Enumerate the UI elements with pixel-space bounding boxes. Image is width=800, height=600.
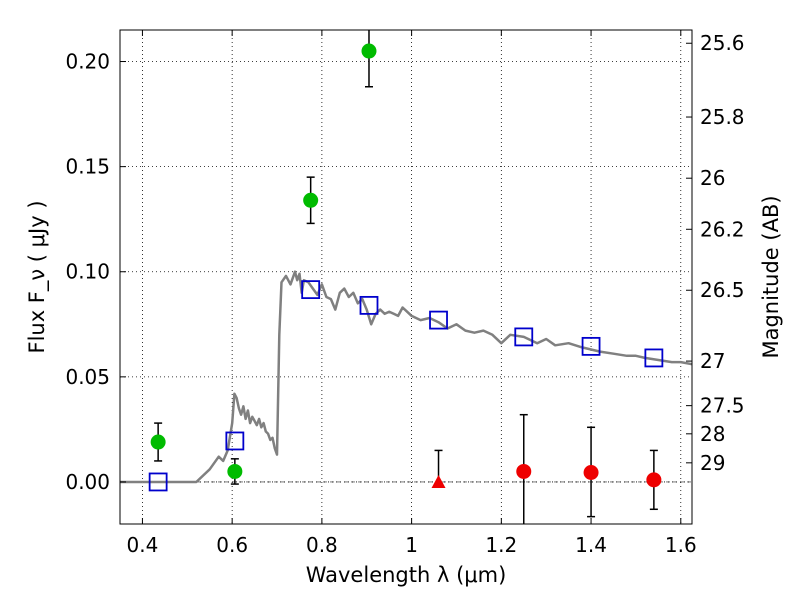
plot-area: [120, 30, 693, 524]
model-flux-square: [301, 280, 321, 300]
model-flux-square: [429, 310, 448, 330]
x-tick-label: 0.4: [127, 533, 159, 557]
right-axis-label: Magnitude (AB): [759, 195, 783, 358]
observed-flux-point: [516, 463, 532, 479]
model-flux-square: [148, 472, 168, 492]
y-tick-label: 0.05: [65, 365, 110, 389]
x-axis-label: Wavelength λ (μm): [306, 563, 507, 587]
grid-lines: [120, 30, 692, 524]
x-tick-label: 1: [405, 533, 418, 557]
y-tick-label: 0.00: [65, 470, 110, 494]
model-flux-square: [581, 336, 601, 356]
model-flux-square: [225, 431, 245, 451]
x-tick-label: 0.8: [306, 533, 338, 557]
x-tick-label: 1.4: [575, 533, 607, 557]
y-axis-label: Flux F_ν ( μJy ): [25, 200, 50, 353]
right-tick-label: 25.8: [700, 105, 745, 129]
y-tick-label: 0.10: [65, 260, 110, 284]
right-tick-label: 27: [700, 349, 725, 373]
observed-flux-point: [361, 43, 377, 59]
right-tick-label: 26: [700, 166, 725, 190]
right-tick-label: 25.6: [700, 31, 745, 55]
model-flux-square: [359, 295, 379, 315]
x-tick-label: 1.2: [485, 533, 517, 557]
observed-flux-point: [150, 434, 166, 450]
y-tick-label: 0.15: [65, 155, 110, 179]
observed-flux-point: [583, 464, 599, 480]
upper-limit-triangle: [431, 474, 446, 488]
model-flux-square: [644, 348, 664, 368]
plot-frame: [119, 29, 693, 525]
right-tick-label: 27.5: [700, 394, 745, 418]
x-tick-label: 1.6: [665, 533, 697, 557]
right-tick-label: 26.5: [700, 278, 745, 302]
observed-flux-point: [227, 463, 243, 479]
model-spectrum-line: [120, 270, 693, 484]
observed-flux-point: [646, 472, 662, 488]
x-tick-label: 0.6: [216, 533, 248, 557]
right-tick-label: 26.2: [700, 217, 745, 241]
model-flux-square: [514, 327, 534, 347]
observed-flux-point: [303, 192, 319, 208]
right-tick-label: 28: [700, 422, 725, 446]
axis-ticks: 0.4 0.6 0.8 1 1.2 1.4 1.6 0.00 0.05 0.10 0.15 0.20 2…: [65, 30, 745, 557]
y-tick-label: 0.20: [65, 50, 110, 74]
right-tick-label: 29: [700, 451, 725, 475]
